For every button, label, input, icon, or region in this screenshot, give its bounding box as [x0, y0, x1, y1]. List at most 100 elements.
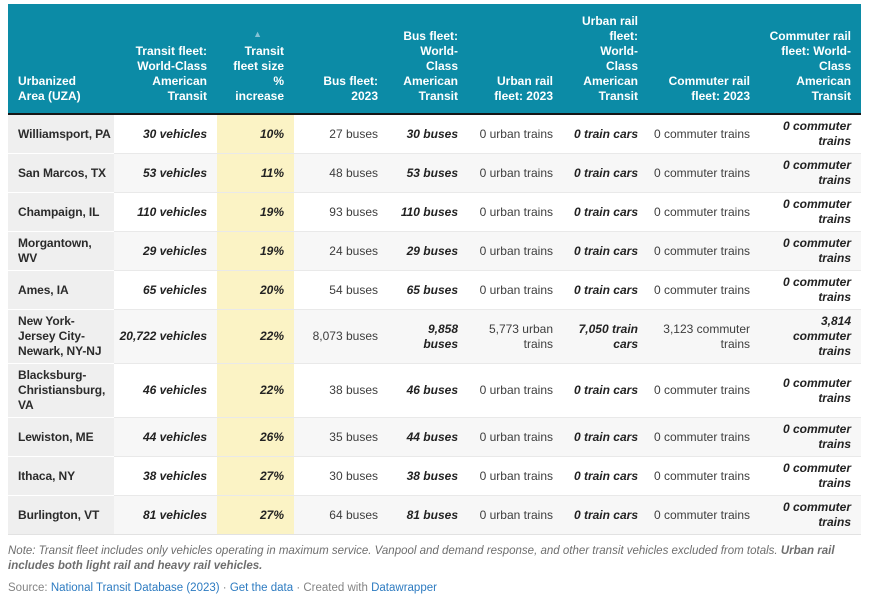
cell-bus-wcat: 38 buses: [388, 456, 468, 496]
column-header-bus-wcat[interactable]: Bus fleet: World-Class American Transit: [388, 4, 468, 115]
cell-bus-2023: 35 buses: [294, 417, 388, 457]
cell-uza: Williamsport, PA: [8, 114, 114, 154]
cell-commuter-rail-2023: 0 commuter trains: [648, 192, 760, 232]
cell-bus-2023: 54 buses: [294, 270, 388, 310]
column-header-pct-increase[interactable]: ▲ Transit fleet size % increase: [217, 4, 294, 115]
cell-bus-wcat: 30 buses: [406, 126, 458, 141]
cell-commuter-rail-wcat: 0 commuter trains: [760, 192, 861, 232]
column-header-urban-rail-wcat[interactable]: Urban rail fleet: World-Class American T…: [563, 4, 648, 115]
created-with-label: · Created with: [293, 582, 372, 594]
cell-uza: Ames, IA: [8, 270, 114, 310]
cell-pct-increase: 22%: [217, 363, 294, 418]
table-row: San Marcos, TX 53 vehicles 11% 48 buses …: [8, 153, 861, 193]
column-header-transit-fleet-wcat[interactable]: Transit fleet: World-Class American Tran…: [114, 4, 217, 115]
get-the-data-link[interactable]: Get the data: [229, 582, 294, 594]
cell-urban-rail-2023: 5,773 urban trains: [468, 309, 563, 364]
cell-commuter-rail-2023: 0 commuter trains: [648, 231, 760, 271]
cell-transit-fleet-wcat: 110 vehicles: [114, 192, 217, 232]
cell-transit-fleet-wcat: 65 vehicles: [114, 270, 217, 310]
cell-commuter-rail-wcat: 0 commuter trains: [760, 495, 861, 535]
cell-urban-rail-2023: 0 urban trains: [468, 417, 563, 457]
cell-pct-increase: 20%: [217, 270, 294, 310]
cell-urban-rail-wcat: 0 train cars: [563, 417, 648, 457]
cell-transit-fleet-wcat: 44 vehicles: [114, 417, 217, 457]
cell-commuter-rail-2023: 0 commuter trains: [648, 456, 760, 496]
cell-pct-increase: 19%: [217, 231, 294, 271]
header-row: Urbanized Area (UZA) Transit fleet: Worl…: [8, 4, 861, 115]
cell-urban-rail-wcat: 0 train cars: [563, 153, 648, 193]
cell-uza: San Marcos, TX: [8, 153, 114, 193]
cell-bus-2023: 93 buses: [294, 192, 388, 232]
source-label: Source:: [8, 582, 51, 594]
cell-urban-rail-wcat: 0 train cars: [563, 270, 648, 310]
source-line: Source: National Transit Database (2023)…: [8, 581, 861, 595]
source-link[interactable]: National Transit Database (2023): [50, 582, 220, 594]
cell-commuter-rail-wcat: 0 commuter trains: [760, 417, 861, 457]
cell-commuter-rail-wcat: 3,814 commuter trains: [760, 309, 861, 364]
cell-uza: Morgantown, WV: [8, 231, 114, 271]
cell-urban-rail-2023: 0 urban trains: [468, 231, 563, 271]
cell-uza: Ithaca, NY: [8, 456, 114, 496]
cell-urban-rail-2023: 0 urban trains: [468, 363, 563, 418]
cell-bus-wcat: 44 buses: [388, 417, 468, 457]
cell-pct-increase: 27%: [217, 495, 294, 535]
cell-bus-2023: 64 buses: [294, 495, 388, 535]
cell-commuter-rail-2023: 0 commuter trains: [648, 363, 760, 418]
cell-bus-wcat: 110 buses: [388, 192, 468, 232]
cell-transit-fleet-wcat: 46 vehicles: [114, 363, 217, 418]
cell-transit-fleet-wcat: 53 vehicles: [114, 153, 217, 193]
cell-commuter-rail-wcat: 0 commuter trains: [760, 456, 861, 496]
cell-commuter-rail-wcat: 0 commuter trains: [760, 153, 861, 193]
cell-bus-2023: 8,073 buses: [294, 309, 388, 364]
cell-pct-increase: 19%: [217, 192, 294, 232]
table-row: Lewiston, ME 44 vehicles 26% 35 buses 44…: [8, 417, 861, 457]
cell-bus-wcat: 9,858 buses: [388, 309, 468, 364]
cell-urban-rail-2023: 0 urban trains: [468, 192, 563, 232]
table-row: Ames, IA 65 vehicles 20% 54 buses 65 bus…: [8, 270, 861, 310]
table-note: Note: Transit fleet includes only vehicl…: [8, 544, 861, 574]
datawrapper-link[interactable]: Datawrapper: [371, 582, 437, 594]
table-row: Champaign, IL 110 vehicles 19% 93 buses …: [8, 192, 861, 232]
cell-pct-increase: 11%: [217, 153, 294, 193]
column-header-uza[interactable]: Urbanized Area (UZA): [8, 4, 114, 115]
cell-pct-increase: 27%: [217, 456, 294, 496]
cell-bus-2023: 24 buses: [294, 231, 388, 271]
cell-urban-rail-2023: 0 urban trains: [468, 270, 563, 310]
table-row: Morgantown, WV 29 vehicles 19% 24 buses …: [8, 231, 861, 271]
cell-transit-fleet-wcat: 38 vehicles: [114, 456, 217, 496]
table-row: Burlington, VT 81 vehicles 27% 64 buses …: [8, 495, 861, 535]
cell-urban-rail-2023: 0 urban trains: [468, 153, 563, 193]
cell-uza: Burlington, VT: [8, 495, 114, 535]
cell-bus-2023: 48 buses: [294, 153, 388, 193]
separator-dot: ·: [219, 582, 230, 594]
cell-pct-increase: 26%: [217, 417, 294, 457]
cell-urban-rail-2023: 0 urban trains: [468, 456, 563, 496]
cell-bus-wcat: 65 buses: [388, 270, 468, 310]
cell-commuter-rail-2023: 0 commuter trains: [648, 495, 760, 535]
cell-commuter-rail-wcat: 0 commuter trains: [782, 119, 851, 148]
cell-urban-rail-wcat: 0 train cars: [563, 456, 648, 496]
cell-urban-rail-2023: 0 urban trains: [479, 126, 553, 141]
table-row: Williamsport, PA 30 vehicles 10% 27 buse…: [8, 114, 861, 154]
cell-commuter-rail-wcat: 0 commuter trains: [760, 231, 861, 271]
cell-bus-wcat: 46 buses: [388, 363, 468, 418]
cell-urban-rail-2023: 0 urban trains: [468, 495, 563, 535]
cell-urban-rail-wcat: 0 train cars: [563, 495, 648, 535]
cell-transit-fleet-wcat: 20,722 vehicles: [114, 309, 217, 364]
cell-transit-fleet-wcat: 30 vehicles: [142, 126, 207, 141]
cell-urban-rail-wcat: 0 train cars: [563, 192, 648, 232]
cell-urban-rail-wcat: 0 train cars: [563, 231, 648, 271]
cell-commuter-rail-2023: 0 commuter trains: [648, 270, 760, 310]
cell-urban-rail-wcat: 0 train cars: [563, 363, 648, 418]
cell-commuter-rail-2023: 0 commuter trains: [648, 417, 760, 457]
column-header-urban-rail-2023[interactable]: Urban rail fleet: 2023: [468, 4, 563, 115]
cell-urban-rail-wcat: 7,050 train cars: [563, 309, 648, 364]
cell-urban-rail-wcat: 0 train cars: [573, 126, 638, 141]
table-row: Ithaca, NY 38 vehicles 27% 30 buses 38 b…: [8, 456, 861, 496]
sort-ascending-icon: ▲: [253, 29, 262, 39]
column-header-commuter-rail-wcat[interactable]: Commuter rail fleet: World-Class America…: [760, 4, 861, 115]
column-header-bus-2023[interactable]: Bus fleet: 2023: [294, 4, 388, 115]
column-header-commuter-rail-2023[interactable]: Commuter rail fleet: 2023: [648, 4, 760, 115]
cell-bus-wcat: 29 buses: [388, 231, 468, 271]
